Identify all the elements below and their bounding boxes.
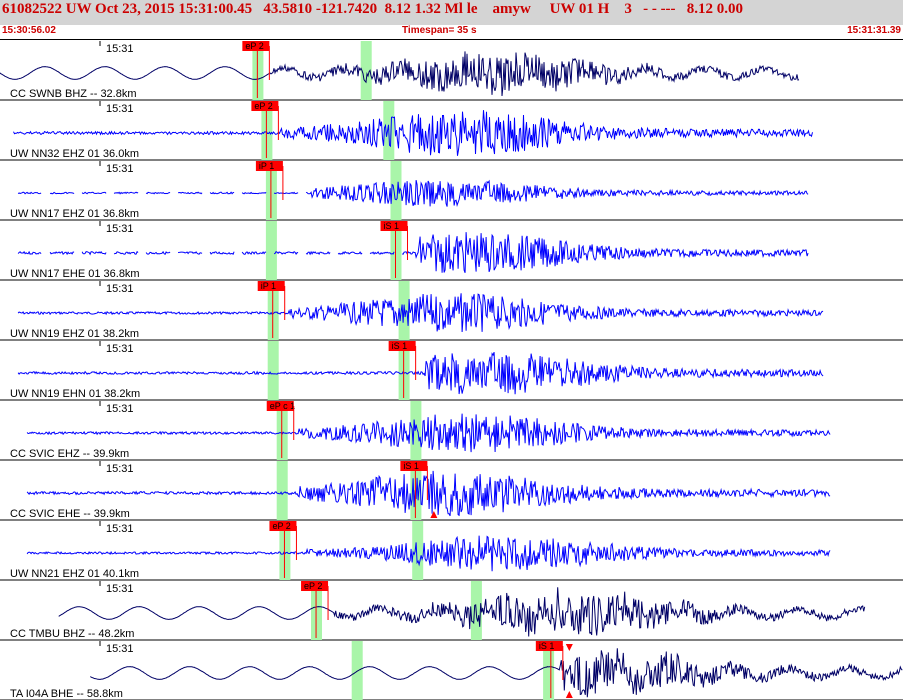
waveform-trace	[26, 470, 831, 517]
minute-label: 15:31	[106, 43, 134, 55]
minute-label: 15:31	[106, 223, 134, 235]
waveform-trace	[209, 191, 235, 195]
header-divider	[0, 39, 903, 40]
pick-label: iP 1	[261, 281, 276, 291]
pick-label: eP 2	[245, 41, 263, 51]
start-time-label: 15:30:56.02	[2, 25, 56, 36]
phase-marker	[412, 521, 424, 580]
pick-label: iS 1	[384, 221, 400, 231]
station-label: UW NN32 EHZ 01 36.0km	[10, 148, 139, 160]
event-header-bar: 61082522 UW Oct 23, 2015 15:31:00.45 43.…	[0, 0, 903, 25]
pick-flag	[251, 101, 279, 111]
pick-flag	[269, 521, 297, 531]
amplitude-marker-top	[565, 644, 573, 651]
amplitude-marker-bottom	[430, 511, 438, 518]
minute-label: 15:31	[106, 583, 134, 595]
waveform-trace	[58, 587, 866, 637]
phase-marker	[267, 341, 279, 400]
waveform-trace	[0, 51, 800, 97]
minute-label: 15:31	[106, 643, 134, 655]
phase-marker	[351, 641, 363, 700]
amplitude-marker-bottom	[565, 691, 573, 698]
waveform-trace	[17, 293, 824, 333]
waveform-trace	[81, 250, 107, 256]
pick-flag	[255, 161, 283, 171]
minute-label: 15:31	[106, 523, 134, 535]
phase-marker	[360, 41, 372, 100]
phase-marker	[390, 161, 402, 220]
waveform-trace	[49, 250, 75, 256]
pick-label: iP 1	[259, 161, 274, 171]
phase-marker	[252, 41, 264, 100]
station-label: UW NN19 EHN 01 38.2km	[10, 388, 140, 400]
waveform-trace	[401, 232, 809, 273]
waveform-trace	[241, 191, 267, 195]
pick-label: eP 2	[304, 581, 322, 591]
waveform-trace	[337, 251, 363, 255]
pick-flag	[388, 341, 416, 351]
pick-flag	[242, 41, 270, 51]
end-time-label: 15:31:31.39	[847, 25, 901, 36]
minute-label: 15:31	[106, 463, 134, 475]
event-summary-title: 61082522 UW Oct 23, 2015 15:31:00.45 43.…	[2, 1, 744, 17]
station-label: CC SVIC EHE -- 39.9km	[10, 508, 130, 520]
station-label: UW NN17 EHZ 01 36.8km	[10, 208, 139, 220]
phase-marker	[261, 101, 273, 160]
waveform-trace	[26, 413, 831, 453]
waveform-trace	[113, 250, 139, 255]
pick-flag	[266, 401, 294, 411]
station-label: UW NN17 EHE 01 36.8km	[10, 268, 140, 280]
phase-marker	[265, 221, 277, 280]
pick-flag	[400, 461, 428, 471]
pick-flag	[380, 221, 408, 231]
pick-flag	[257, 281, 285, 291]
minute-label: 15:31	[106, 283, 134, 295]
station-label: CC TMBU BHZ -- 48.2km	[10, 628, 134, 640]
station-label: UW NN21 EHZ 01 40.1km	[10, 568, 139, 580]
waveform-trace	[369, 251, 395, 255]
pick-label: eP c 1	[270, 401, 295, 411]
pick-label: eP 2	[254, 101, 272, 111]
phase-marker	[410, 461, 422, 520]
station-label: CC SWNB BHZ -- 32.8km	[10, 88, 137, 100]
station-label: CC SVIC EHZ -- 39.9km	[10, 448, 129, 460]
minute-label: 15:31	[106, 163, 134, 175]
pick-label: iS 1	[392, 341, 408, 351]
phase-marker	[410, 401, 422, 460]
waveform-trace	[178, 251, 203, 255]
waveform-trace	[209, 251, 235, 255]
waveform-trace	[305, 179, 809, 207]
phase-marker	[276, 461, 288, 520]
pick-flag	[301, 581, 329, 591]
pick-label: iS 1	[403, 461, 419, 471]
phase-marker	[543, 641, 555, 700]
pick-label: iS 1	[539, 641, 555, 651]
waveform-trace	[145, 250, 171, 256]
waveform-trace	[178, 191, 203, 195]
pick-label: eP 2	[272, 521, 290, 531]
waveform-trace	[113, 191, 139, 195]
waveform-trace	[241, 251, 267, 255]
waveform-trace	[81, 191, 107, 195]
waveform-trace	[305, 250, 331, 256]
minute-label: 15:31	[106, 343, 134, 355]
timespan-label: Timespan= 35 s	[402, 25, 477, 36]
waveform-trace	[273, 251, 299, 256]
minute-label: 15:31	[106, 403, 134, 415]
waveform-trace	[17, 250, 42, 255]
waveform-trace	[17, 191, 42, 195]
waveform-trace	[49, 191, 75, 195]
minute-label: 15:31	[106, 103, 134, 115]
waveform-trace	[17, 352, 824, 395]
station-label: TA I04A BHE -- 58.8km	[10, 688, 123, 700]
waveform-trace	[90, 648, 903, 698]
waveform-trace	[145, 191, 171, 195]
waveform-trace	[26, 535, 831, 572]
pick-flag	[535, 641, 563, 651]
waveform-trace	[273, 191, 299, 195]
waveform-trace	[13, 110, 813, 156]
station-label: UW NN19 EHZ 01 38.2km	[10, 328, 139, 340]
